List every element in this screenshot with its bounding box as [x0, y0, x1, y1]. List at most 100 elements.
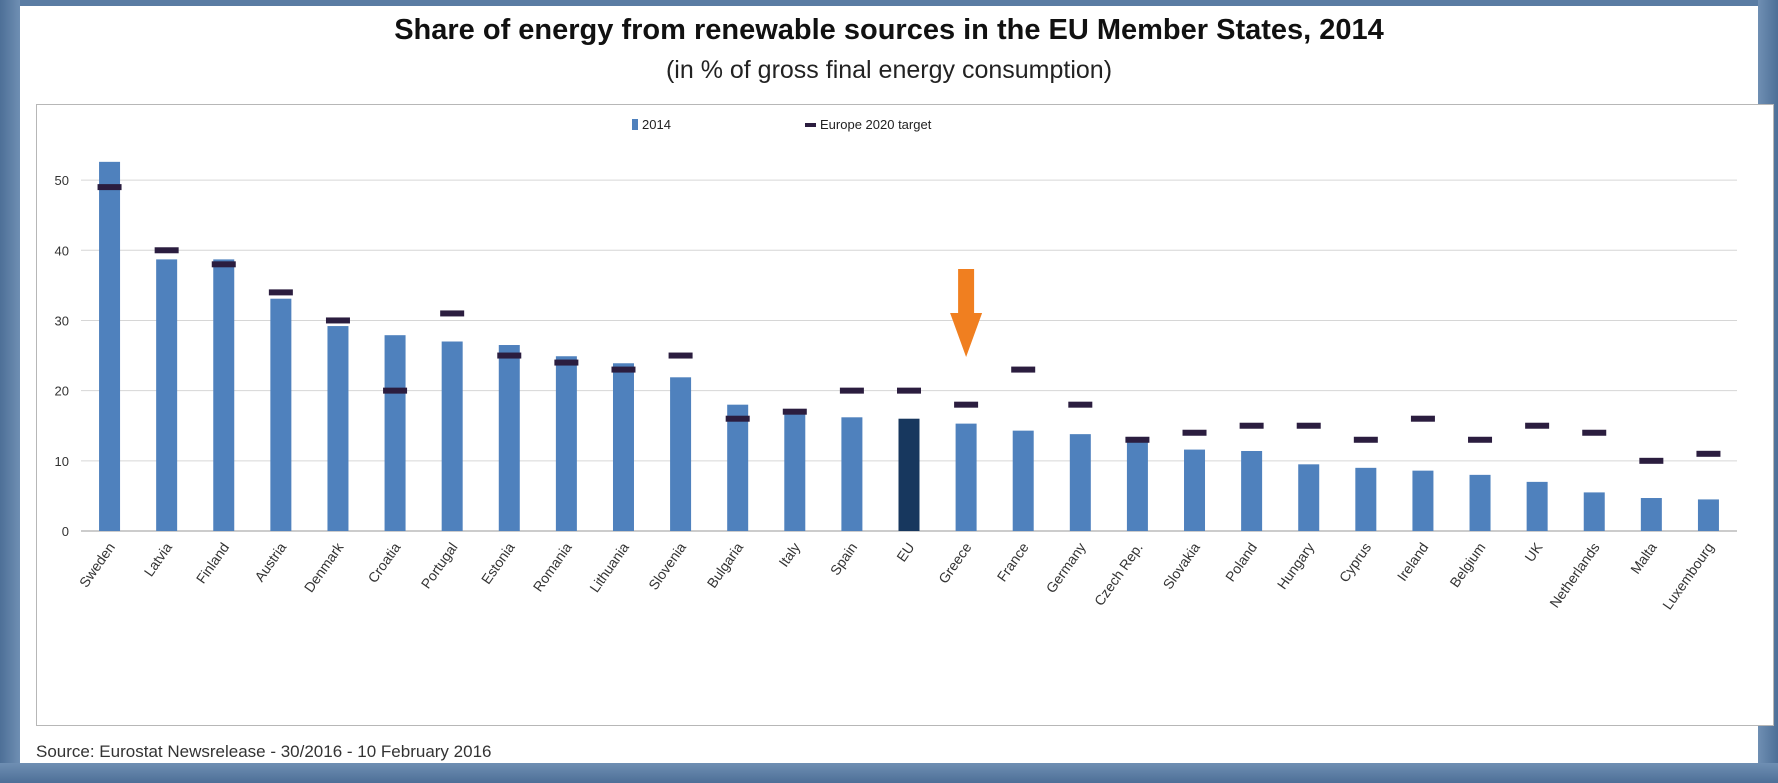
target-marker-hungary [1297, 423, 1321, 429]
target-marker-luxembourg [1696, 451, 1720, 457]
target-marker-belgium [1468, 437, 1492, 443]
x-tick-label: Ireland [1394, 540, 1432, 584]
x-tick-label: Hungary [1274, 540, 1317, 593]
x-tick-label: Estonia [478, 539, 518, 587]
target-marker-italy [783, 409, 807, 415]
x-tick-label: Lithuania [586, 539, 632, 595]
target-marker-lithuania [611, 367, 635, 373]
x-tick-label: EU [893, 540, 917, 565]
bar-germany [1070, 434, 1091, 531]
x-tick-label: Spain [827, 540, 861, 579]
x-tick-label: Belgium [1446, 540, 1488, 591]
x-tick-label: Croatia [365, 539, 404, 585]
x-tick-label: Finland [193, 540, 232, 587]
target-marker-malta [1639, 458, 1663, 464]
bar-cyprus [1355, 468, 1376, 531]
bar-portugal [442, 342, 463, 531]
bar-poland [1241, 451, 1262, 531]
x-tick-label: Czech Rep. [1091, 540, 1146, 609]
bar-croatia [385, 335, 406, 531]
target-marker-slovenia [669, 353, 693, 359]
target-marker-finland [212, 261, 236, 267]
target-marker-cyprus [1354, 437, 1378, 443]
x-tick-label: Cyprus [1336, 540, 1375, 586]
x-tick-label: Austria [251, 539, 289, 584]
x-tick-label: Italy [775, 540, 803, 570]
x-tick-label: UK [1521, 539, 1546, 565]
x-tick-label: Bulgaria [704, 539, 747, 590]
bar-luxembourg [1698, 499, 1719, 531]
y-tick-label: 50 [55, 173, 69, 188]
x-tick-label: Portugal [418, 540, 461, 592]
source-note: Source: Eurostat Newsrelease - 30/2016 -… [36, 742, 491, 762]
target-marker-ireland [1411, 416, 1435, 422]
x-tick-label: Latvia [141, 539, 176, 579]
bar-slovenia [670, 377, 691, 531]
target-marker-denmark [326, 317, 350, 323]
bar-estonia [499, 345, 520, 531]
target-marker-austria [269, 289, 293, 295]
x-tick-label: Slovakia [1160, 539, 1204, 592]
x-tick-label: Denmark [301, 539, 347, 596]
bar-chart: 0 10 20 30 40 50 Sweden Latvia Finland Austria Den… [37, 105, 1775, 727]
bar-italy [784, 411, 805, 531]
y-tick-label: 40 [55, 243, 69, 258]
target-marker-slovakia [1183, 430, 1207, 436]
x-tick-label: France [994, 539, 1032, 584]
bar-hungary [1298, 464, 1319, 531]
bar-czech-rep- [1127, 437, 1148, 531]
bar-finland [213, 259, 234, 531]
target-marker-germany [1068, 402, 1092, 408]
target-marker-eu [897, 388, 921, 394]
target-marker-netherlands [1582, 430, 1606, 436]
target-marker-poland [1240, 423, 1264, 429]
x-tick-label: Germany [1043, 540, 1089, 596]
x-tick-label: Luxembourg [1659, 540, 1717, 613]
target-marker-sweden [98, 184, 122, 190]
target-marker-czech-rep- [1125, 437, 1149, 443]
chart-title: Share of energy from renewable sources i… [20, 14, 1758, 47]
chart-plot-area: 0 10 20 30 40 50 Sweden Latvia Finland Austria Den… [36, 104, 1774, 726]
down-arrow-icon [950, 269, 982, 357]
frame-top [0, 0, 1778, 6]
frame-bottom [0, 763, 1778, 783]
frame-left [0, 0, 20, 783]
x-tick-label: Poland [1222, 540, 1260, 585]
y-tick-label: 30 [55, 313, 69, 328]
bar-slovakia [1184, 450, 1205, 531]
x-tick-label: Sweden [76, 540, 118, 591]
bar-uk [1527, 482, 1548, 531]
bar-romania [556, 356, 577, 531]
target-marker-uk [1525, 423, 1549, 429]
target-marker-spain [840, 388, 864, 394]
target-marker-portugal [440, 310, 464, 316]
target-marker-estonia [497, 353, 521, 359]
target-marker-bulgaria [726, 416, 750, 422]
bar-sweden [99, 162, 120, 531]
x-tick-label: Slovenia [645, 539, 689, 592]
bar-denmark [327, 326, 348, 531]
bar-belgium [1470, 475, 1491, 531]
bar-ireland [1412, 471, 1433, 531]
legend-swatch-target [805, 123, 816, 127]
x-tick-label: Malta [1627, 539, 1660, 576]
bar-lithuania [613, 363, 634, 531]
bar-france [1013, 431, 1034, 531]
bar-bulgaria [727, 405, 748, 531]
target-marker-romania [554, 360, 578, 366]
legend-swatch-2014 [632, 119, 638, 130]
bar-greece [956, 424, 977, 531]
bar-spain [841, 417, 862, 531]
chart-subtitle: (in % of gross final energy consumption) [20, 56, 1758, 85]
x-tick-label: Romania [530, 539, 575, 594]
target-marker-france [1011, 367, 1035, 373]
legend-label-2014: 2014 [642, 117, 671, 132]
bar-latvia [156, 259, 177, 531]
target-marker-croatia [383, 388, 407, 394]
y-tick-label: 0 [62, 524, 69, 539]
x-tick-label: Greece [935, 539, 975, 586]
y-tick-label: 20 [55, 384, 69, 399]
legend-label-target: Europe 2020 target [820, 117, 932, 132]
x-tick-label: Netherlands [1546, 540, 1602, 611]
target-marker-latvia [155, 247, 179, 253]
